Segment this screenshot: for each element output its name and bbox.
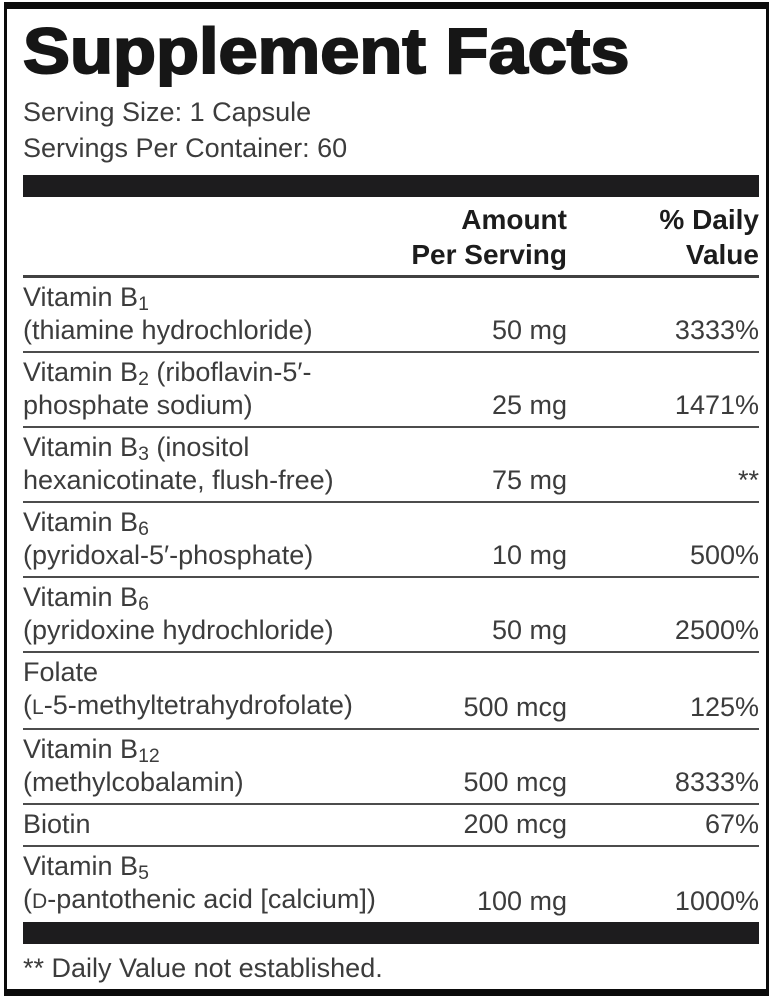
amount-header-line2: Per Serving <box>411 239 567 270</box>
divider-bar-bottom <box>23 922 759 944</box>
amount-header-line1: Amount <box>461 204 567 235</box>
footnote: ** Daily Value not established. <box>23 953 383 983</box>
daily-value: 3333% <box>674 315 759 345</box>
table-row: Vitamin B5 (D-pantothenic acid [calcium])… <box>23 847 759 922</box>
daily-value-header-line1: % Daily <box>659 204 759 235</box>
nutrient-name: Vitamin B6 (pyridoxine hydrochloride) <box>23 582 334 645</box>
nutrient-name: Vitamin B2 (riboflavin-5′- phosphate sodi… <box>23 357 312 420</box>
amount-header: Amount Per Serving <box>411 202 567 272</box>
amount-value: 50 mg <box>491 315 567 345</box>
amount-value: 100 mg <box>476 886 567 916</box>
amount-value: 500 mcg <box>463 767 567 797</box>
daily-value: 1000% <box>674 886 759 916</box>
amount-value: 500 mcg <box>463 692 567 722</box>
amount-value: 10 mg <box>491 540 567 570</box>
daily-value: 67% <box>704 809 759 839</box>
nutrient-name: Vitamin B3 (inositol hexanicotinate, flus… <box>23 432 334 495</box>
table-row: Vitamin B2 (riboflavin-5′- phosphate sodi… <box>23 353 759 428</box>
amount-value: 75 mg <box>491 465 567 495</box>
table-row: Vitamin B6 (pyridoxine hydrochloride) 50 m… <box>23 578 759 653</box>
daily-value: 125% <box>689 692 759 722</box>
table-row: Vitamin B12 (methylcobalamin) 500 mcg 8333% <box>23 730 759 805</box>
table-row: Folate (L-5-methyltetrahydrofolate) 500 mc… <box>23 653 759 730</box>
daily-value: 500% <box>689 540 759 570</box>
daily-value: 2500% <box>674 615 759 645</box>
servings-per-container: Servings Per Container: 60 <box>23 133 348 163</box>
nutrient-name: Biotin <box>23 809 91 839</box>
column-headers: Amount Per Serving % Daily Value <box>23 197 759 275</box>
table-row: Biotin 200 mcg 67% <box>23 805 759 847</box>
daily-value: 8333% <box>674 767 759 797</box>
daily-value: 1471% <box>674 390 759 420</box>
amount-value: 50 mg <box>491 615 567 645</box>
amount-value: 200 mcg <box>463 809 567 839</box>
serving-size: Serving Size: 1 Capsule <box>23 97 312 127</box>
nutrient-name: Folate (L-5-methyltetrahydrofolate) <box>23 657 353 720</box>
nutrient-name: Vitamin B5 (D-pantothenic acid [calcium]) <box>23 851 376 914</box>
table-row: Vitamin B6 (pyridoxal-5′-phosphate) 10 mg 5… <box>23 503 759 578</box>
table-row: Vitamin B1 (thiamine hydrochloride) 50 mg 3… <box>23 278 759 353</box>
nutrient-name: Vitamin B12 (methylcobalamin) <box>23 734 244 797</box>
supplement-facts-panel: Supplement Facts Serving Size: 1 Capsule… <box>4 2 769 996</box>
nutrient-name: Vitamin B6 (pyridoxal-5′-phosphate) <box>23 507 314 570</box>
daily-value: ** <box>737 465 759 495</box>
nutrient-name: Vitamin B1 (thiamine hydrochloride) <box>23 282 313 345</box>
panel-title: Supplement Facts <box>22 15 631 87</box>
table-row: Vitamin B3 (inositol hexanicotinate, flus… <box>23 428 759 503</box>
divider-bar-top <box>23 175 759 197</box>
amount-value: 25 mg <box>491 390 567 420</box>
daily-value-header-line2: Value <box>685 239 759 270</box>
nutrient-rows: Vitamin B1 (thiamine hydrochloride) 50 mg 3… <box>23 275 759 922</box>
daily-value-header: % Daily Value <box>567 202 759 272</box>
